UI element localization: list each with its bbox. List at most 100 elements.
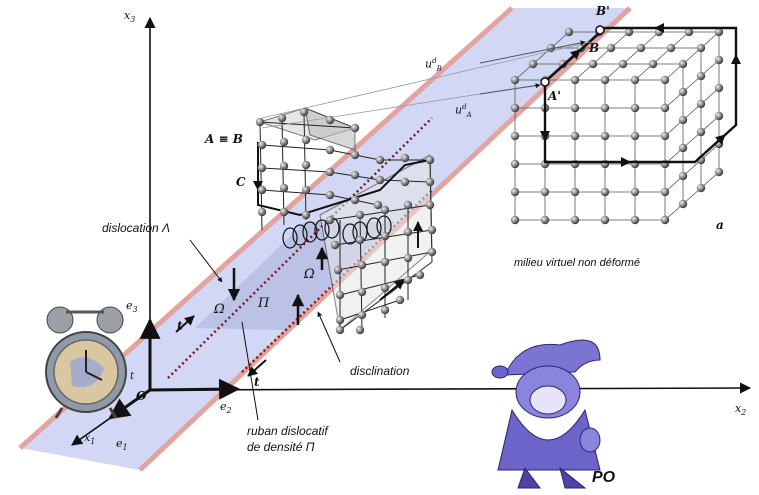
lattice-atom: [540, 215, 550, 225]
u-a-arrow: [479, 83, 541, 95]
axis-x3-label: x3: [124, 9, 136, 25]
crystal-atom: [335, 315, 345, 325]
crystal-atom: [279, 137, 289, 147]
crystal-atom: [427, 225, 437, 235]
lattice-atom: [564, 27, 574, 37]
burgers-circuit-deformed: [257, 142, 431, 217]
crystal-atom: [350, 195, 360, 205]
lattice-atom: [696, 183, 706, 193]
crystal-atom: [375, 175, 385, 185]
crystal-atom: [350, 123, 360, 133]
crystal-atom: [380, 305, 390, 315]
lattice-atom: [714, 27, 724, 37]
lattice-atom: [630, 103, 640, 113]
crystal-atom: [301, 160, 311, 170]
lattice-atom: [714, 111, 724, 121]
lattice-atom: [696, 71, 706, 81]
clock-t-label: t: [130, 371, 135, 382]
crystal-atom: [380, 257, 390, 267]
lattice-atom: [630, 75, 640, 85]
point-a-prime-marker: [540, 77, 550, 87]
axis-x2: [149, 382, 752, 394]
crystal-atom: [357, 287, 367, 297]
undeformed-lattice: [510, 27, 724, 225]
crystal-atom: [255, 117, 265, 127]
lattice-atom: [540, 187, 550, 197]
lattice-atom: [660, 103, 670, 113]
lattice-atom: [630, 215, 640, 225]
e3-label: e3: [126, 299, 138, 315]
ruban-pointer: [241, 321, 259, 421]
pi-label: Π: [258, 296, 270, 311]
crystal-atom: [380, 231, 390, 241]
crystal-atom: [330, 240, 340, 250]
lattice-atom: [660, 75, 670, 85]
u-a-label: udA: [455, 103, 472, 119]
milieu-label: milieu virtuel non déformé: [514, 257, 640, 269]
crystal-atom: [301, 210, 311, 220]
axis-x1-label: x1: [84, 431, 96, 447]
tangent-t-bottom: [247, 359, 267, 377]
t-label-left: t: [177, 319, 183, 333]
crystal-atom: [277, 113, 287, 123]
point-a-eq-b-label: A ≡ B: [205, 132, 243, 146]
axis-x2-label: x2: [735, 402, 747, 418]
e2-label: e2: [220, 400, 232, 416]
lattice-atom: [570, 103, 580, 113]
lattice-atom: [570, 75, 580, 85]
point-c-label: C: [236, 175, 246, 189]
crystal-atom: [375, 155, 385, 165]
lattice-atom: [510, 103, 520, 113]
lattice-atom: [660, 131, 670, 141]
omega-center-label: Ω: [304, 267, 315, 282]
crystal-atom: [325, 190, 335, 200]
lattice-atom: [510, 187, 520, 197]
lattice-atom: [600, 75, 610, 85]
crystal-atom: [357, 260, 367, 270]
lattice-atom: [648, 59, 658, 69]
crystal-atom: [333, 265, 343, 275]
crystal-atom: [380, 283, 390, 293]
crystal-atom: [355, 235, 365, 245]
lattice-atom: [600, 103, 610, 113]
e1-label: e1: [116, 437, 128, 453]
arrow-lattice-diag: [704, 134, 726, 154]
crystal-atom: [279, 183, 289, 193]
crystal-atom: [400, 153, 410, 163]
crystal-atom: [427, 247, 437, 257]
crystal-atom: [350, 150, 360, 160]
lattice-atom: [678, 143, 688, 153]
crystal-atom: [403, 200, 413, 210]
crystal-atom: [355, 210, 365, 220]
crystal-atom: [325, 167, 335, 177]
lattice-atom: [678, 199, 688, 209]
u-b-arrow: [479, 40, 586, 64]
crystal-atom: [415, 270, 425, 280]
crystal-atom: [279, 207, 289, 217]
lattice-atom: [630, 131, 640, 141]
lattice-atom: [666, 43, 676, 53]
lattice-atom: [510, 159, 520, 169]
crystal-atom: [403, 275, 413, 285]
lattice-atom: [636, 43, 646, 53]
dislocation-label: dislocation Λ: [102, 221, 171, 235]
arrow-bottom-right: [379, 279, 405, 301]
lattice-atom: [510, 131, 520, 141]
crystal-atom: [335, 290, 345, 300]
lattice-atom: [528, 59, 538, 69]
arrow-lattice-ab: [559, 49, 581, 69]
lattice-atom: [600, 187, 610, 197]
crystal-atom: [425, 177, 435, 187]
lattice-atom: [678, 87, 688, 97]
ruban-label-line1: ruban dislocatif: [247, 424, 328, 438]
point-b-label: B: [589, 41, 600, 55]
t-label-bottom: t: [254, 375, 260, 389]
crystal-atom: [325, 115, 335, 125]
crystal-atom: [279, 161, 289, 171]
lattice-atom: [510, 75, 520, 85]
omega-left-label: Ω: [214, 302, 225, 317]
lattice-atom: [570, 187, 580, 197]
lattice-atom: [714, 55, 724, 65]
lattice-atom: [696, 127, 706, 137]
